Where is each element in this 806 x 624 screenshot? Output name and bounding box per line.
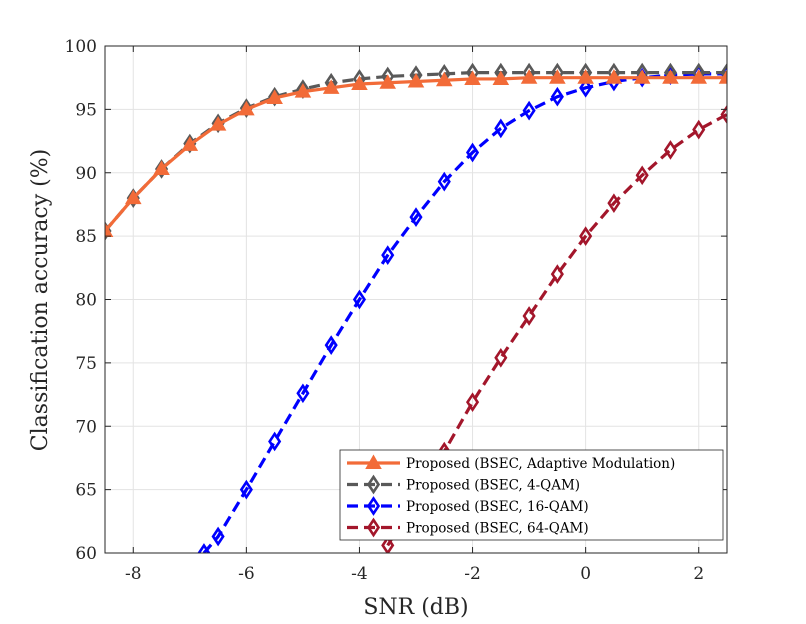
legend-entry: Proposed (BSEC, Adaptive Modulation): [347, 454, 675, 472]
y-tick-label: 65: [75, 481, 97, 501]
data-point: [579, 77, 593, 98]
x-tick-label: -6: [238, 564, 255, 584]
legend-marker: [366, 517, 381, 538]
data-point: [407, 72, 425, 88]
data-point: [464, 70, 481, 85]
data-point: [692, 119, 706, 140]
y-tick-label: 60: [75, 544, 97, 564]
data-point: [522, 306, 536, 326]
data-point: [579, 226, 593, 246]
data-point: [605, 69, 623, 84]
data-point: [352, 289, 367, 310]
data-point: [239, 479, 253, 500]
legend-marker: [365, 454, 382, 469]
legend-box: [339, 449, 724, 541]
x-tick-label: 2: [693, 564, 704, 584]
data-point: [577, 69, 594, 84]
series-proposed-bsec-adaptive-modulation: [105, 69, 727, 238]
x-axis-label: SNR (dB): [363, 595, 468, 620]
x-tick-label: -8: [125, 564, 142, 584]
data-point: [322, 79, 340, 94]
y-tick-label: 85: [75, 227, 97, 247]
y-tick-label: 80: [75, 291, 97, 311]
y-tick-label: 75: [75, 354, 97, 374]
data-point: [294, 83, 312, 98]
data-point: [268, 431, 282, 452]
data-point: [550, 86, 564, 107]
y-tick-label: 70: [75, 417, 97, 437]
legend-entry: Proposed (BSEC, 4-QAM): [347, 474, 580, 495]
data-point: [296, 383, 310, 404]
data-point: [494, 118, 508, 139]
data-point: [633, 69, 651, 84]
data-point: [720, 62, 727, 83]
data-point: [124, 189, 142, 205]
data-point: [522, 100, 536, 121]
tick-labels: -8 -6 -4 -2 0 2 60 65 70 75 80 85 90 95 100: [65, 37, 705, 584]
data-point: [465, 392, 480, 413]
data-point: [718, 69, 727, 84]
legend-label: Proposed (BSEC, 4-QAM): [406, 478, 580, 494]
legend-entry: Proposed (BSEC, 64-QAM): [347, 517, 589, 538]
x-tick-label: -2: [464, 564, 481, 584]
data-point: [238, 100, 255, 116]
data-point: [153, 160, 170, 175]
data-point: [409, 207, 423, 227]
legend-marker: [366, 474, 381, 495]
data-point: [381, 245, 395, 265]
data-point: [181, 136, 199, 151]
ticks: [105, 45, 727, 554]
legend-label: Proposed (BSEC, 16-QAM): [406, 499, 589, 515]
data-point: [663, 140, 678, 160]
data-point: [209, 116, 227, 131]
y-tick-label: 90: [75, 164, 97, 184]
y-tick-label: 95: [75, 100, 97, 120]
x-tick-label: 0: [580, 564, 591, 584]
data-point: [550, 264, 564, 284]
y-axis-label: Classification accuracy (%): [28, 149, 53, 451]
data-point: [549, 69, 566, 84]
data-point: [268, 86, 282, 107]
x-tick-label: -4: [351, 564, 368, 584]
legend-label: Proposed (BSEC, 64-QAM): [406, 521, 589, 537]
data-point: [520, 69, 538, 84]
data-point: [465, 142, 480, 163]
data-point: [690, 69, 708, 84]
data-point: [211, 526, 225, 547]
y-tick-label: 100: [65, 37, 97, 57]
data-point: [607, 193, 621, 214]
legend-marker: [366, 496, 381, 516]
data-point: [662, 69, 679, 84]
data-point: [324, 335, 338, 355]
legend: Proposed (BSEC, Adaptive Modulation) Prop…: [339, 449, 724, 541]
data-point: [720, 104, 727, 125]
data-point: [635, 165, 649, 186]
data-point: [197, 543, 211, 553]
data-point: [437, 171, 451, 192]
data-point: [492, 70, 510, 85]
data-point: [211, 113, 225, 134]
data-point: [239, 98, 253, 118]
data-point: [494, 347, 508, 368]
data-point: [435, 71, 453, 87]
legend-label: Proposed (BSEC, Adaptive Modulation): [406, 456, 675, 472]
data-point: [266, 89, 283, 104]
data-point: [105, 222, 114, 238]
legend-entry: Proposed (BSEC, 16-QAM): [347, 496, 589, 516]
data-point: [379, 74, 397, 89]
data-point: [351, 75, 368, 91]
